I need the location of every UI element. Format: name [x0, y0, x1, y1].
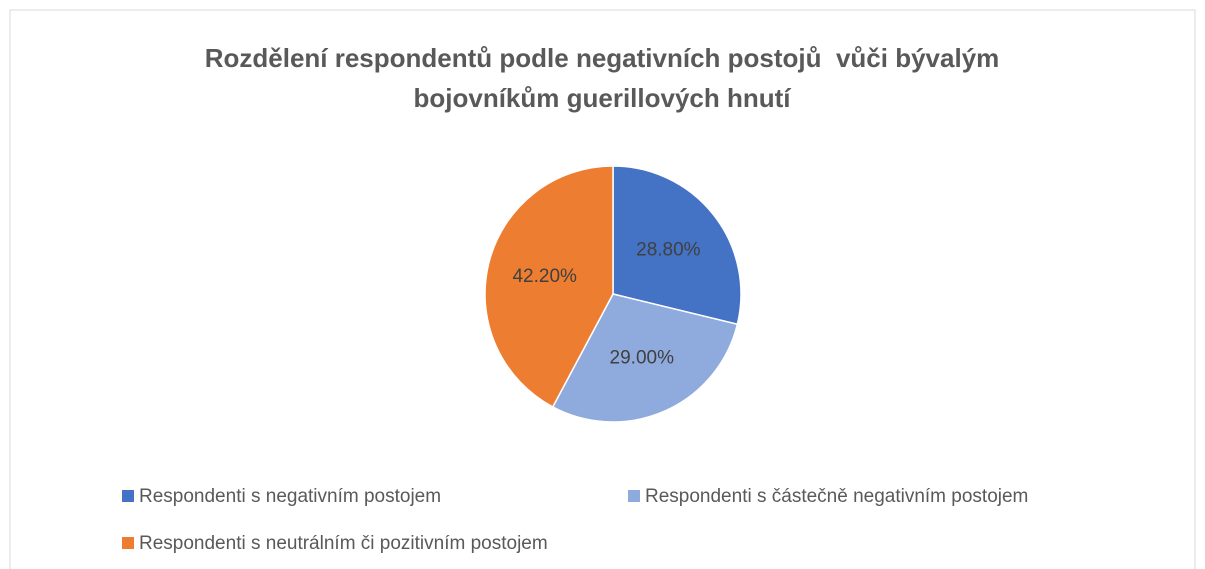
legend-swatch [628, 490, 640, 502]
pie-slice [484, 165, 614, 408]
legend-label: Respondenti s částečně negativním postoj… [645, 486, 1028, 507]
legend-swatch [122, 490, 134, 502]
legend-label: Respondenti s neutrálním či pozitivním p… [139, 533, 548, 554]
pie-slice [612, 165, 742, 326]
pie-slice [551, 293, 739, 423]
data-label: 28.80% [636, 240, 701, 261]
legend-swatch [122, 537, 134, 549]
data-label: 42.20% [512, 266, 577, 287]
chart-frame [9, 9, 1196, 569]
data-label: 29.00% [610, 347, 675, 368]
legend-label: Respondenti s negativním postojem [139, 486, 441, 507]
chart-title: Rozdělení respondentů podle negativních … [204, 43, 1007, 113]
